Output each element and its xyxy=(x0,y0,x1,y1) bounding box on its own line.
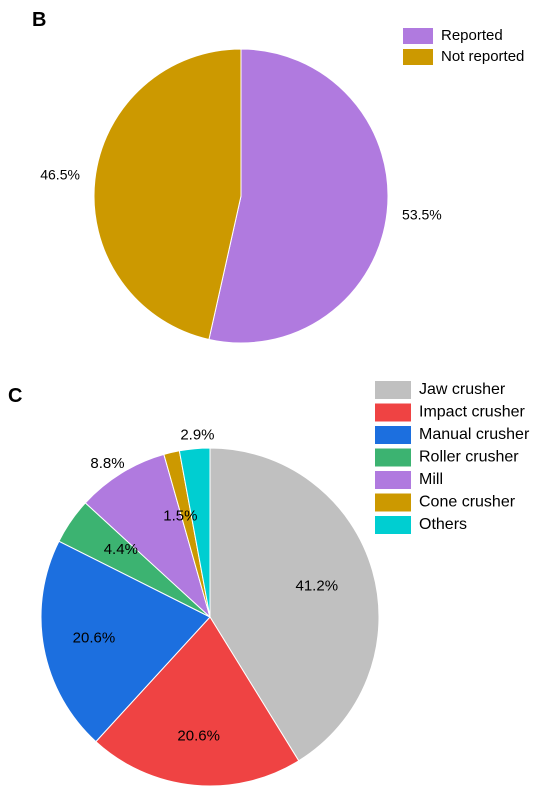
slice-labels-c: 41.2% 20.6% 20.6% 4.4% 8.8% 1.5% 2.9% xyxy=(73,427,338,745)
slice-label-roller-crusher: 4.4% xyxy=(104,541,138,558)
legend-label-others: Others xyxy=(419,516,467,533)
pie-slice-reported xyxy=(208,48,389,344)
legend-label-mill: Mill xyxy=(419,471,443,488)
legend-swatch-mill xyxy=(375,471,411,489)
slice-label-reported: 53.5% xyxy=(402,207,442,223)
legend-label-impact-crusher: Impact crusher xyxy=(419,404,525,421)
pie-slice-others xyxy=(178,447,211,618)
slice-label-mill: 8.8% xyxy=(90,455,124,472)
legend-swatch-others xyxy=(375,516,411,534)
pie-chart-c: C 41.2% 20.6% 20.6% 4.4% 8.8% 1.5% 2.9% Jaw cr… xyxy=(8,381,530,787)
legend-c: Jaw crusher Impact crusher Manual crusher R… xyxy=(375,381,530,534)
slice-label-others: 2.9% xyxy=(180,427,214,444)
legend-swatch-jaw-crusher xyxy=(375,381,411,399)
pie-slice-not-reported xyxy=(93,48,242,341)
slice-label-manual-crusher: 20.6% xyxy=(73,629,116,646)
legend-b: Reported Not reported xyxy=(403,27,524,65)
legend-swatch-impact-crusher xyxy=(375,403,411,422)
legend-swatch-cone-crusher xyxy=(375,493,411,512)
legend-label-reported: Reported xyxy=(441,27,503,44)
pie-slice-impact-crusher xyxy=(95,616,300,787)
legend-swatch-roller-crusher xyxy=(375,448,411,467)
slice-label-not-reported: 46.5% xyxy=(40,167,80,183)
legend-swatch-manual-crusher xyxy=(375,426,411,444)
legend-label-cone-crusher: Cone crusher xyxy=(419,494,516,511)
legend-swatch-not-reported xyxy=(403,49,433,65)
slice-label-jaw-crusher: 41.2% xyxy=(296,578,339,595)
pie-chart-b: B 53.5% 46.5% Reported Not reported xyxy=(32,9,524,344)
slices-b xyxy=(93,48,389,344)
pie-slice-mill xyxy=(84,453,211,619)
slice-label-cone-crusher: 1.5% xyxy=(163,507,197,524)
panel-letter-b: B xyxy=(32,9,46,31)
slice-label-impact-crusher: 20.6% xyxy=(177,727,220,744)
panel-letter-c: C xyxy=(8,385,22,407)
slices-c xyxy=(40,447,380,787)
legend-label-not-reported: Not reported xyxy=(441,48,524,65)
pie-slice-manual-crusher xyxy=(40,540,211,743)
pie-slice-jaw-crusher xyxy=(209,447,380,762)
legend-label-roller-crusher: Roller crusher xyxy=(419,449,519,466)
legend-label-jaw-crusher: Jaw crusher xyxy=(419,381,506,398)
legend-label-manual-crusher: Manual crusher xyxy=(419,426,530,443)
slice-labels-b: 53.5% 46.5% xyxy=(40,167,442,223)
legend-swatch-reported xyxy=(403,28,433,44)
